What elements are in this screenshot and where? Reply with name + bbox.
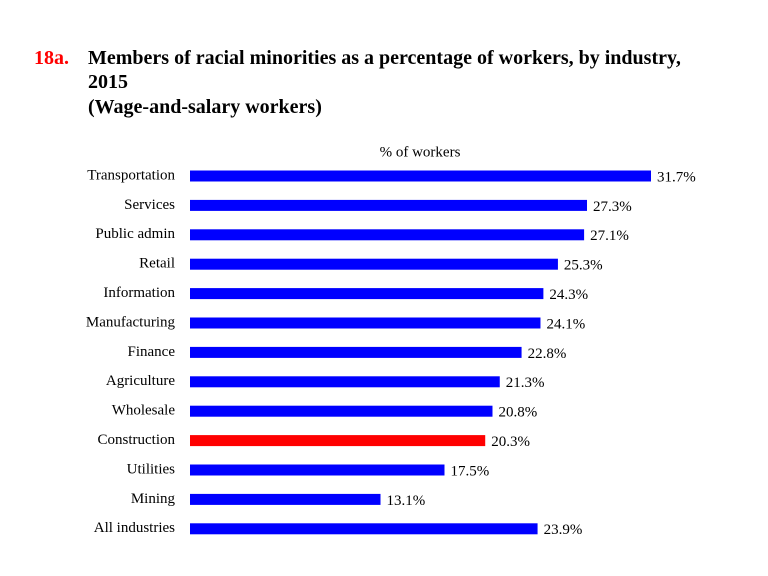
bar [190,317,541,329]
category-label: Public admin [95,226,175,242]
bar [190,405,493,417]
chart-title: Members of racial minorities as a percen… [88,47,681,93]
value-label: 21.3% [506,375,545,391]
bar [190,493,381,505]
category-label: Manufacturing [86,314,176,330]
bar [190,346,522,358]
bar [190,435,486,447]
category-label: Transportation [87,167,175,183]
category-label: Wholesale [112,403,176,419]
bar [190,464,445,476]
value-label: 24.3% [549,287,588,303]
chart-subtitle: (Wage-and-salary workers) [88,96,322,118]
bar [190,258,558,270]
category-label: Information [103,285,175,301]
value-label: 25.3% [564,258,603,274]
bar [190,170,651,182]
axis-label: % of workers [380,144,461,160]
bar [190,199,588,211]
category-label: Services [124,197,175,213]
category-label: Mining [131,491,176,507]
value-label: 27.1% [590,228,629,244]
category-label: All industries [94,520,175,536]
value-label: 17.5% [450,463,489,479]
category-label: Finance [128,344,176,360]
category-label: Utilities [127,461,175,477]
category-label: Retail [139,256,175,272]
value-label: 24.1% [546,316,585,332]
category-label: Agriculture [106,373,175,389]
bar [190,288,544,300]
value-label: 22.8% [528,346,567,362]
value-label: 20.3% [491,434,530,450]
value-label: 13.1% [387,493,426,509]
value-label: 20.8% [498,405,537,421]
chart-number: 18a. [34,47,69,69]
value-label: 23.9% [544,522,583,538]
category-label: Construction [98,432,176,448]
value-label: 31.7% [657,169,696,185]
bar [190,376,500,388]
bar [190,229,585,241]
value-label: 27.3% [593,199,632,215]
bar [190,523,538,535]
